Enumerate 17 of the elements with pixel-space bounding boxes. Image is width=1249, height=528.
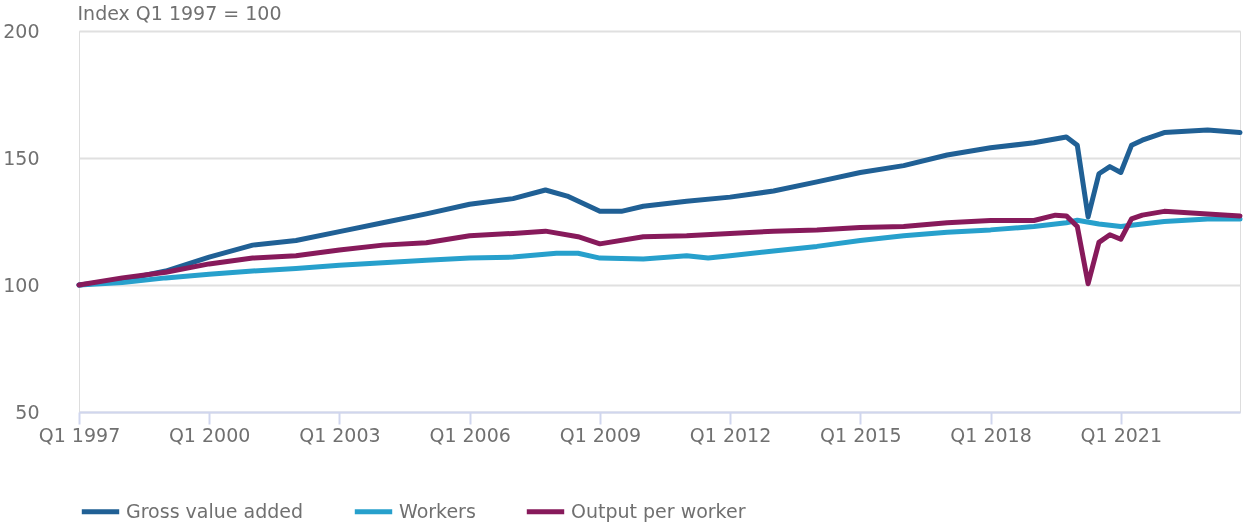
y-tick-label: 100	[3, 273, 40, 296]
x-tick-label: Q1 2009	[559, 423, 642, 446]
x-tick-label: Q1 2015	[820, 423, 902, 446]
legend-label: Gross value added	[126, 499, 304, 522]
y-axis-title: Index Q1 1997 = 100	[77, 1, 282, 24]
y-tick-label: 150	[3, 146, 40, 169]
x-tick-label: Q1 2000	[168, 423, 251, 446]
x-tick-label: Q1 2021	[1080, 423, 1163, 446]
x-tick-label: Q1 2018	[950, 423, 1032, 446]
legend-label: Output per worker	[571, 499, 746, 522]
y-tick-label: 200	[3, 19, 40, 42]
legend-label: Workers	[399, 499, 476, 522]
x-tick-label: Q1 2006	[429, 423, 511, 446]
x-tick-label: Q1 2012	[689, 423, 772, 446]
x-tick-label: Q1 2003	[299, 423, 381, 446]
x-tick-label: Q1 1997	[38, 423, 121, 446]
y-tick-label: 50	[15, 400, 40, 423]
